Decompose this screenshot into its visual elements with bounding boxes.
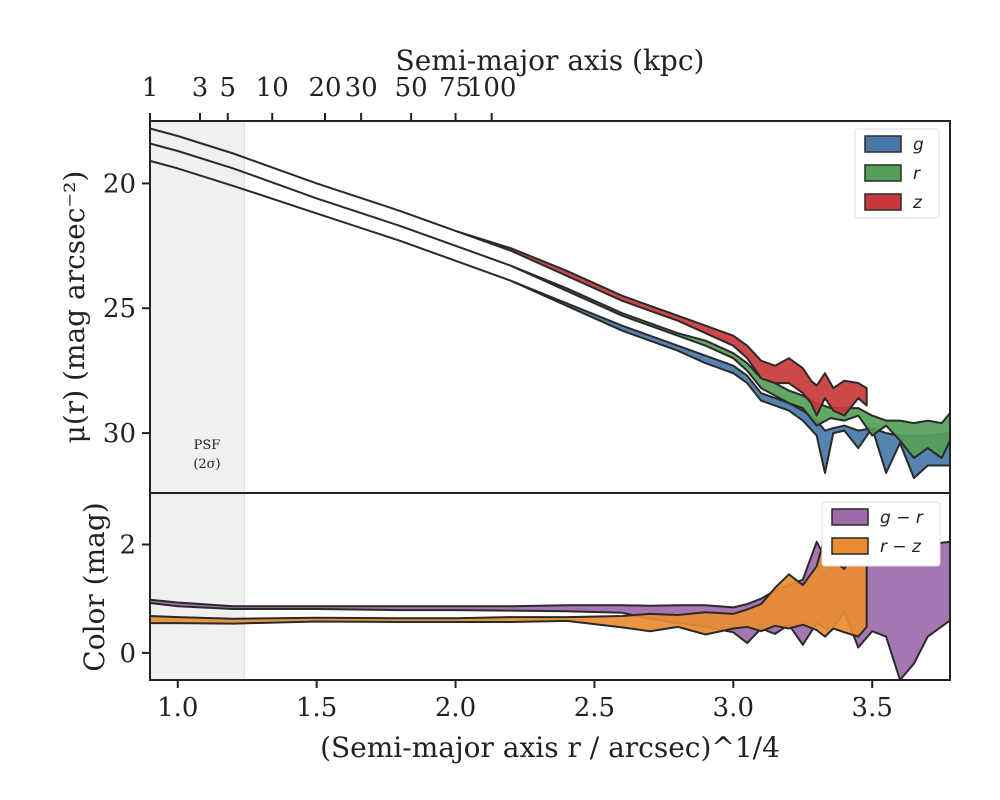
top-legend-label: g (913, 135, 924, 155)
bottom-x-tick-label: 1.0 (157, 693, 198, 723)
top-axis-tick-label: 100 (467, 73, 517, 103)
bottom-legend-swatch (831, 508, 869, 526)
top-axis-tick-label: 10 (256, 73, 289, 103)
top-legend-swatch (864, 164, 902, 182)
top-axis-tick-label: 30 (345, 73, 378, 103)
bottom-y-tick-label: 0 (119, 639, 136, 669)
top-axis-tick-label: 20 (308, 73, 341, 103)
bottom-panel-frame (149, 492, 951, 681)
top-y-tick-label: 25 (103, 294, 136, 324)
top-legend-label: z (912, 193, 923, 213)
bottom-axis-label: (Semi-major axis r / arcsec)^1/4 (320, 731, 780, 764)
psf-region-top (150, 121, 245, 493)
top-legend: grz (854, 128, 940, 219)
top-y-axis-label: μ(r) (mag arcsec⁻²) (58, 171, 91, 444)
bottom-x-tick-label: 2.0 (435, 693, 476, 723)
bottom-x-tick-label: 2.5 (574, 693, 615, 723)
bottom-y-axis-label: Color (mag) (78, 502, 111, 671)
top-y-tick-label: 30 (103, 419, 136, 449)
psf-region-bottom (150, 493, 245, 680)
top-axis-tick-label: 5 (220, 73, 237, 103)
psf-sigma-label: (2σ) (193, 457, 220, 472)
top-axis-tick-label: 50 (395, 73, 428, 103)
top-legend-swatch (864, 135, 902, 153)
bottom-x-tick-label: 3.0 (713, 693, 754, 723)
bottom-x-tick-label: 1.5 (296, 693, 337, 723)
top-y-tick-label: 20 (103, 169, 136, 199)
bottom-legend-label: g − r (880, 508, 924, 528)
bottom-legend: g − r r − z (821, 501, 941, 567)
top-legend-swatch (864, 193, 902, 211)
bottom-y-tick-label: 2 (119, 530, 136, 560)
top-legend-label: r (913, 164, 921, 184)
series-r-band (149, 142, 951, 459)
top-axis-label: Semi-major axis (kpc) (396, 44, 705, 77)
top-axis-tick-label: 3 (192, 73, 209, 103)
top-panel-series (149, 127, 951, 479)
series-g-band (149, 159, 951, 479)
psf-label: PSF (194, 438, 221, 453)
series-z-band (149, 127, 868, 417)
bottom-legend-label: r − z (880, 537, 922, 557)
series-r-z-band (149, 535, 868, 638)
top-axis-tick-label: 1 (142, 73, 159, 103)
top-axis-tick-label: 75 (439, 73, 472, 103)
bottom-legend-swatch (831, 537, 869, 555)
bottom-x-tick-label: 3.5 (852, 693, 893, 723)
